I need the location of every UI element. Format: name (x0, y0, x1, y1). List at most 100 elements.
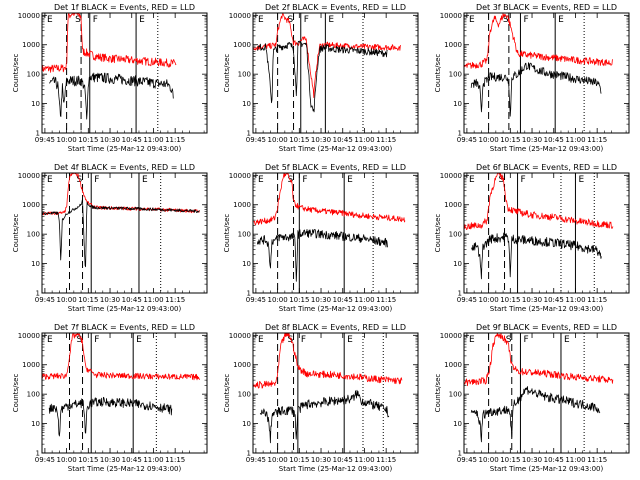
panel-title: Det 4f BLACK = Events, RED = LLD (54, 163, 195, 172)
y-tick-label: 100 (27, 391, 40, 399)
interval-label: E (347, 335, 353, 345)
events-series-black (49, 72, 174, 120)
y-tick-label: 10000 (18, 172, 40, 180)
plot-frame (41, 172, 208, 294)
y-tick-label: 1 (247, 450, 251, 458)
y-tick-label: 10000 (229, 12, 251, 20)
interval-label: F (523, 15, 528, 25)
lld-series-red (252, 332, 403, 389)
interval-label: S (288, 335, 294, 345)
y-tick-label: 100 (449, 231, 462, 239)
x-tick-label: 11:00 (143, 456, 163, 464)
x-tick-label: 10:45 (544, 456, 564, 464)
interval-label: E (142, 175, 148, 185)
y-axis-label: Counts/sec (434, 214, 442, 253)
interval-label: E (258, 15, 264, 25)
interval-label: E (47, 15, 53, 25)
panel-title: Det 7f BLACK = Events, RED = LLD (54, 323, 195, 332)
x-tick-label: 10:45 (333, 136, 353, 144)
x-tick-label: 11:00 (143, 296, 163, 304)
interval-label: F (94, 175, 99, 185)
y-tick-label: 10000 (440, 172, 462, 180)
y-tick-label: 1000 (444, 361, 462, 369)
panel-9: Det 9f BLACK = Events, RED = LLD 1 10 100 10… (434, 323, 630, 473)
panel-title: Det 3f BLACK = Events, RED = LLD (476, 3, 617, 12)
x-tick-label: 10:00 (57, 296, 77, 304)
y-axis-label: Counts/sec (12, 374, 20, 413)
interval-label: E (469, 15, 475, 25)
x-tick-label: 10:45 (122, 136, 142, 144)
lld-series-red (463, 332, 614, 387)
x-tick-label: 11:00 (354, 296, 374, 304)
y-tick-label: 10 (242, 260, 251, 268)
events-series-black (470, 62, 602, 117)
x-tick-label: 11:00 (143, 136, 163, 144)
interval-label: E (258, 175, 264, 185)
y-tick-label: 100 (238, 391, 251, 399)
x-tick-label: 10:30 (311, 296, 331, 304)
y-tick-label: 1 (458, 450, 462, 458)
y-tick-label: 1000 (233, 201, 251, 209)
interval-label: S (288, 15, 294, 25)
y-tick-label: 1000 (444, 201, 462, 209)
y-tick-label: 100 (27, 71, 40, 79)
y-tick-label: 100 (27, 231, 40, 239)
x-tick-label: 10:15 (78, 136, 98, 144)
y-tick-label: 10 (31, 420, 40, 428)
y-tick-label: 100 (449, 391, 462, 399)
x-tick-label: 11:00 (354, 456, 374, 464)
y-tick-label: 10 (453, 420, 462, 428)
x-tick-label: 10:15 (500, 136, 520, 144)
panel-8: Det 8f BLACK = Events, RED = LLD 1 10 100 10… (223, 323, 419, 473)
y-tick-label: 10 (453, 100, 462, 108)
y-tick-label: 100 (238, 231, 251, 239)
x-axis-label: Start Time (25-Mar-12 09:43:00) (279, 465, 393, 473)
interval-label: E (578, 175, 584, 185)
y-tick-label: 10000 (440, 332, 462, 340)
x-tick-label: 10:15 (289, 296, 309, 304)
x-tick-label: 10:30 (522, 456, 542, 464)
plot-frame (463, 332, 630, 454)
x-tick-label: 11:00 (565, 296, 585, 304)
x-axis-label: Start Time (25-Mar-12 09:43:00) (68, 305, 182, 313)
y-tick-label: 1000 (233, 41, 251, 49)
y-tick-label: 10000 (18, 12, 40, 20)
x-tick-label: 10:15 (500, 456, 520, 464)
lld-series-red (41, 12, 177, 74)
x-tick-label: 10:45 (333, 296, 353, 304)
x-tick-label: 11:15 (376, 456, 396, 464)
x-tick-label: 10:30 (100, 136, 120, 144)
interval-label: S (77, 335, 83, 345)
x-tick-label: 11:15 (587, 296, 607, 304)
interval-label: S (506, 335, 512, 345)
plot-frame (252, 172, 419, 294)
x-tick-label: 09:45 (35, 136, 55, 144)
x-tick-label: 10:45 (544, 136, 564, 144)
x-tick-label: 10:45 (122, 456, 142, 464)
x-tick-label: 09:45 (246, 456, 266, 464)
interval-label: F (302, 175, 307, 185)
x-tick-label: 09:45 (35, 296, 55, 304)
x-tick-label: 10:15 (500, 296, 520, 304)
y-tick-label: 10 (242, 420, 251, 428)
events-series-black (48, 396, 173, 437)
y-tick-label: 1 (36, 130, 40, 138)
plot-frame (463, 172, 630, 294)
y-tick-label: 10 (31, 260, 40, 268)
y-axis-label: Counts/sec (12, 214, 20, 253)
interval-label: F (523, 335, 528, 345)
x-tick-label: 11:15 (587, 456, 607, 464)
interval-label: E (328, 15, 334, 25)
interval-label: S (499, 175, 505, 185)
interval-label: E (47, 335, 53, 345)
y-tick-label: 1 (36, 290, 40, 298)
x-tick-label: 09:45 (246, 136, 266, 144)
plot-frame (463, 12, 630, 134)
x-tick-label: 10:00 (57, 136, 77, 144)
y-axis-label: Counts/sec (223, 54, 231, 93)
events-series-black (256, 229, 388, 282)
lld-series-red (41, 332, 200, 381)
x-axis-label: Start Time (25-Mar-12 09:43:00) (68, 145, 182, 153)
x-tick-label: 10:15 (289, 456, 309, 464)
x-tick-label: 11:15 (587, 136, 607, 144)
